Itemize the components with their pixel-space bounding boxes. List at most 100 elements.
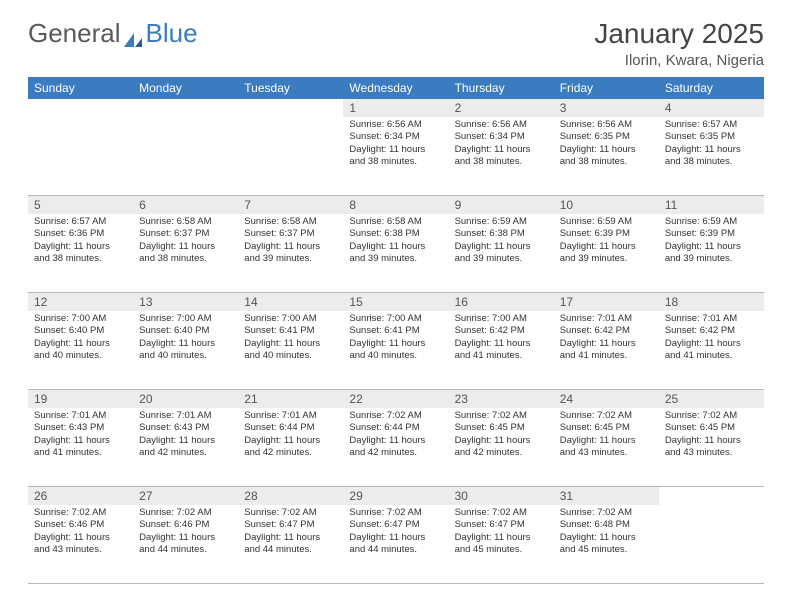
day-line: Sunset: 6:42 PM [455, 325, 548, 337]
day-line: Daylight: 11 hours and 43 minutes. [560, 435, 653, 460]
week: 12131415161718Sunrise: 7:00 AMSunset: 6:… [28, 293, 764, 390]
day-line: Daylight: 11 hours and 38 minutes. [455, 144, 548, 169]
day-line: Sunset: 6:47 PM [349, 519, 442, 531]
day-number: 28 [238, 487, 343, 505]
day-content: Sunrise: 7:01 AMSunset: 6:44 PMDaylight:… [238, 408, 343, 465]
weekday-label: Friday [554, 77, 659, 99]
day-number [133, 99, 238, 117]
day-number: 5 [28, 196, 133, 214]
day-content [133, 117, 238, 125]
daynum-row: 12131415161718 [28, 293, 764, 311]
day-line: Daylight: 11 hours and 42 minutes. [349, 435, 442, 460]
day-line: Sunrise: 7:01 AM [244, 410, 337, 422]
day-line: Sunrise: 7:02 AM [349, 410, 442, 422]
day-line: Daylight: 11 hours and 40 minutes. [139, 338, 232, 363]
day-content: Sunrise: 6:56 AMSunset: 6:35 PMDaylight:… [554, 117, 659, 174]
day-cell: Sunrise: 7:00 AMSunset: 6:40 PMDaylight:… [133, 311, 238, 389]
day-content: Sunrise: 7:00 AMSunset: 6:41 PMDaylight:… [238, 311, 343, 368]
day-line: Sunset: 6:37 PM [244, 228, 337, 240]
day-content: Sunrise: 7:02 AMSunset: 6:47 PMDaylight:… [449, 505, 554, 562]
day-line: Sunrise: 6:59 AM [455, 216, 548, 228]
day-line: Sunrise: 6:58 AM [244, 216, 337, 228]
day-line: Daylight: 11 hours and 43 minutes. [34, 532, 127, 557]
day-cell: Sunrise: 7:00 AMSunset: 6:42 PMDaylight:… [449, 311, 554, 389]
day-line: Daylight: 11 hours and 41 minutes. [34, 435, 127, 460]
day-line: Daylight: 11 hours and 39 minutes. [665, 241, 758, 266]
day-cell: Sunrise: 6:58 AMSunset: 6:38 PMDaylight:… [343, 214, 448, 292]
day-cell: Sunrise: 6:58 AMSunset: 6:37 PMDaylight:… [238, 214, 343, 292]
day-content: Sunrise: 7:02 AMSunset: 6:47 PMDaylight:… [238, 505, 343, 562]
week-body: Sunrise: 7:00 AMSunset: 6:40 PMDaylight:… [28, 311, 764, 390]
day-line: Sunrise: 7:02 AM [349, 507, 442, 519]
calendar-page: General Blue January 2025 Ilorin, Kwara,… [0, 0, 792, 602]
day-number: 12 [28, 293, 133, 311]
day-line: Sunset: 6:41 PM [349, 325, 442, 337]
day-line: Sunset: 6:35 PM [665, 131, 758, 143]
day-cell: Sunrise: 7:02 AMSunset: 6:48 PMDaylight:… [554, 505, 659, 583]
day-cell: Sunrise: 7:01 AMSunset: 6:43 PMDaylight:… [133, 408, 238, 486]
day-content: Sunrise: 6:59 AMSunset: 6:39 PMDaylight:… [554, 214, 659, 271]
week: 262728293031Sunrise: 7:02 AMSunset: 6:46… [28, 487, 764, 584]
day-line: Sunset: 6:39 PM [560, 228, 653, 240]
day-number: 13 [133, 293, 238, 311]
day-number: 15 [343, 293, 448, 311]
day-cell [238, 117, 343, 195]
day-number: 30 [449, 487, 554, 505]
day-line: Sunrise: 7:02 AM [560, 507, 653, 519]
day-line: Daylight: 11 hours and 44 minutes. [349, 532, 442, 557]
day-cell: Sunrise: 7:02 AMSunset: 6:47 PMDaylight:… [343, 505, 448, 583]
day-line: Sunset: 6:43 PM [139, 422, 232, 434]
day-content: Sunrise: 7:00 AMSunset: 6:40 PMDaylight:… [28, 311, 133, 368]
day-cell: Sunrise: 7:02 AMSunset: 6:47 PMDaylight:… [238, 505, 343, 583]
day-number: 31 [554, 487, 659, 505]
week-body: Sunrise: 6:57 AMSunset: 6:36 PM Daylight:… [28, 214, 764, 293]
day-line: Daylight: 11 hours and 43 minutes. [665, 435, 758, 460]
day-number: 16 [449, 293, 554, 311]
day-content: Sunrise: 6:59 AMSunset: 6:38 PMDaylight:… [449, 214, 554, 271]
week: 19202122232425Sunrise: 7:01 AMSunset: 6:… [28, 390, 764, 487]
day-cell: Sunrise: 7:01 AMSunset: 6:43 PMDaylight:… [28, 408, 133, 486]
day-line: Sunrise: 7:00 AM [244, 313, 337, 325]
day-content: Sunrise: 7:02 AMSunset: 6:48 PMDaylight:… [554, 505, 659, 562]
day-number: 7 [238, 196, 343, 214]
day-content: Sunrise: 7:00 AMSunset: 6:40 PMDaylight:… [133, 311, 238, 368]
day-content: Sunrise: 7:02 AMSunset: 6:47 PMDaylight:… [343, 505, 448, 562]
day-number: 24 [554, 390, 659, 408]
day-line: Sunrise: 7:00 AM [455, 313, 548, 325]
day-line: Sunrise: 7:00 AM [349, 313, 442, 325]
day-line: Sunset: 6:36 PM [34, 228, 127, 240]
day-cell: Sunrise: 7:02 AMSunset: 6:45 PMDaylight:… [659, 408, 764, 486]
day-line: Daylight: 11 hours and 38 minutes. [560, 144, 653, 169]
day-cell: Sunrise: 7:02 AMSunset: 6:46 PMDaylight:… [28, 505, 133, 583]
day-content: Sunrise: 6:58 AMSunset: 6:37 PMDaylight:… [238, 214, 343, 271]
day-line: Daylight: 11 hours and 39 minutes. [455, 241, 548, 266]
day-content: Sunrise: 6:59 AMSunset: 6:39 PMDaylight:… [659, 214, 764, 271]
day-line: Sunset: 6:37 PM [139, 228, 232, 240]
day-line: Sunset: 6:44 PM [244, 422, 337, 434]
day-line: Daylight: 11 hours and 38 minutes. [349, 144, 442, 169]
day-content [238, 117, 343, 125]
day-line: Sunset: 6:41 PM [244, 325, 337, 337]
day-content [659, 505, 764, 513]
day-cell [28, 117, 133, 195]
day-line: Daylight: 11 hours and 42 minutes. [455, 435, 548, 460]
day-line: Sunset: 6:43 PM [34, 422, 127, 434]
day-number: 1 [343, 99, 448, 117]
day-cell: Sunrise: 7:02 AMSunset: 6:45 PMDaylight:… [449, 408, 554, 486]
day-line: Sunset: 6:34 PM [455, 131, 548, 143]
day-line: Daylight: 11 hours and 38 minutes. [665, 144, 758, 169]
day-content: Sunrise: 7:02 AMSunset: 6:46 PMDaylight:… [28, 505, 133, 562]
day-line: Daylight: 11 hours and 39 minutes. [244, 241, 337, 266]
logo-text-2: Blue [146, 18, 198, 49]
day-line: Sunrise: 6:59 AM [560, 216, 653, 228]
day-line: Daylight: 11 hours and 44 minutes. [244, 532, 337, 557]
day-cell: Sunrise: 7:02 AMSunset: 6:47 PMDaylight:… [449, 505, 554, 583]
day-content: Sunrise: 6:58 AMSunset: 6:38 PMDaylight:… [343, 214, 448, 271]
day-line: Sunrise: 7:02 AM [560, 410, 653, 422]
day-line: Sunrise: 6:58 AM [349, 216, 442, 228]
day-content: Sunrise: 7:01 AMSunset: 6:43 PMDaylight:… [133, 408, 238, 465]
day-line: Sunrise: 6:57 AM [34, 216, 127, 228]
day-number: 17 [554, 293, 659, 311]
logo: General Blue [28, 18, 198, 49]
logo-text-1: General [28, 18, 121, 49]
